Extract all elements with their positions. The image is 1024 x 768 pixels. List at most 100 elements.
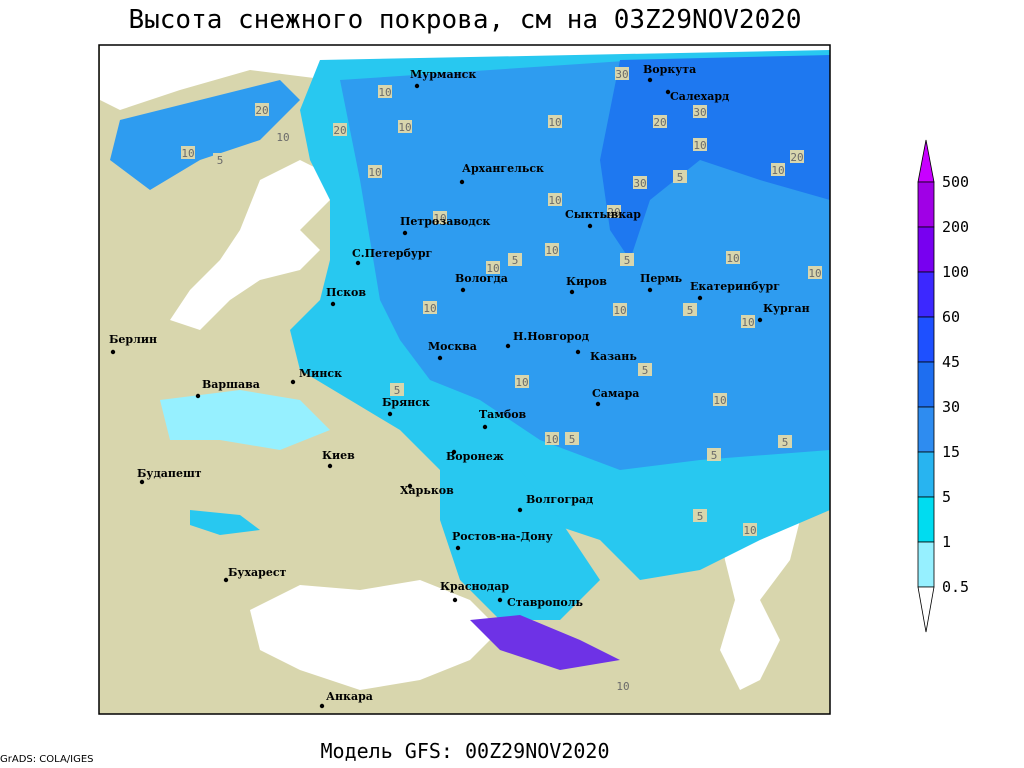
city-label: Тамбов [479,408,527,421]
contour-label-bg [390,383,404,396]
contour-label-bg [255,103,269,116]
snow-scandinavia [110,80,300,190]
legend-box [917,496,935,543]
contour-label: 5 [782,436,789,449]
contour-label-bg [545,432,559,445]
contour-label-bg [368,165,382,178]
contour-label: 10 [398,121,411,134]
city-label: Краснодар [440,580,509,593]
contour-label: 10 [808,267,821,280]
city-label: Архангельск [462,162,544,175]
city-marker [223,577,229,583]
legend-box [917,361,935,408]
contour-label-bg [771,163,785,176]
snow-light [160,390,330,450]
city-label: Екатеринбург [690,280,780,293]
city-marker [497,597,503,603]
city-marker [587,223,593,229]
city-marker [569,289,575,295]
city-label: Анкара [326,690,373,703]
contour-label-bg [615,67,629,80]
contour-label: 10 [713,394,726,407]
legend-label: 5 [942,488,951,506]
city-marker [482,424,488,430]
city-label: Киров [566,275,607,288]
city-marker [407,483,413,489]
legend-label: 1 [942,533,951,551]
city-label: Варшава [202,378,260,391]
legend-box [917,226,935,273]
contour-label: 10 [693,139,706,152]
contour-label: 5 [711,449,718,462]
contour-label: 10 [545,244,558,257]
city-label: Бухарест [228,566,287,579]
contour-label: 5 [512,254,519,267]
contour-label: 30 [615,68,628,81]
contour-label-bg [726,251,740,264]
legend-label: 200 [942,218,969,236]
city-marker [195,393,201,399]
city-label: Брянск [382,396,430,409]
contour-label-bg [486,261,500,274]
snow-south [440,460,600,620]
city-marker [459,179,465,185]
contour-label: 5 [677,171,684,184]
contour-label-bg [548,115,562,128]
contour-label: 30 [633,177,646,190]
legend-box [917,316,935,363]
contour-label-bg [693,105,707,118]
city-marker [319,703,325,709]
city-label: Волгоград [526,493,593,506]
contour-label: 20 [255,104,268,117]
contour-label: 5 [569,433,576,446]
contour-label-bg [616,679,630,692]
contour-label-bg [333,123,347,136]
contour-label-bg [633,176,647,189]
legend-box [917,406,935,453]
legend-box [917,271,935,318]
contour-label: 10 [181,147,194,160]
city-marker [517,507,523,513]
contour-label-bg [545,243,559,256]
legend-label: 45 [942,353,960,371]
contour-label: 10 [548,194,561,207]
legend-label: 100 [942,263,969,281]
contour-label: 10 [545,433,558,446]
contour-label: 10 [743,524,756,537]
sea-baltic [170,160,330,330]
city-marker [355,260,361,266]
city-marker [290,379,296,385]
city-label: Салехард [670,90,729,103]
contour-label-bg [693,138,707,151]
city-label: С.Петербург [352,247,433,260]
city-marker [757,317,763,323]
contour-label-bg [508,253,522,266]
contour-label-bg [213,153,227,166]
contour-label: 10 [548,116,561,129]
city-marker [647,77,653,83]
sea-black [250,580,500,690]
contour-label-bg [808,266,822,279]
contour-label-bg [548,193,562,206]
city-marker [330,301,336,307]
city-marker [505,343,511,349]
contour-label-bg [515,375,529,388]
contour-label-bg [790,150,804,163]
contour-label-bg [565,432,579,445]
contour-label-bg [181,146,195,159]
contour-label: 5 [624,254,631,267]
city-label: Самара [592,387,639,400]
legend-box [917,451,935,498]
city-label: Курган [763,302,810,315]
contour-label-bg [398,120,412,133]
contour-label: 20 [607,206,620,219]
city-marker [697,295,703,301]
city-marker [387,411,393,417]
contour-label-bg [693,509,707,522]
contour-label: 10 [616,680,629,693]
city-label: Псков [326,286,366,299]
contour-label-bg [433,211,447,224]
city-label: Мурманск [410,68,476,81]
city-label: Ставрополь [507,596,584,609]
